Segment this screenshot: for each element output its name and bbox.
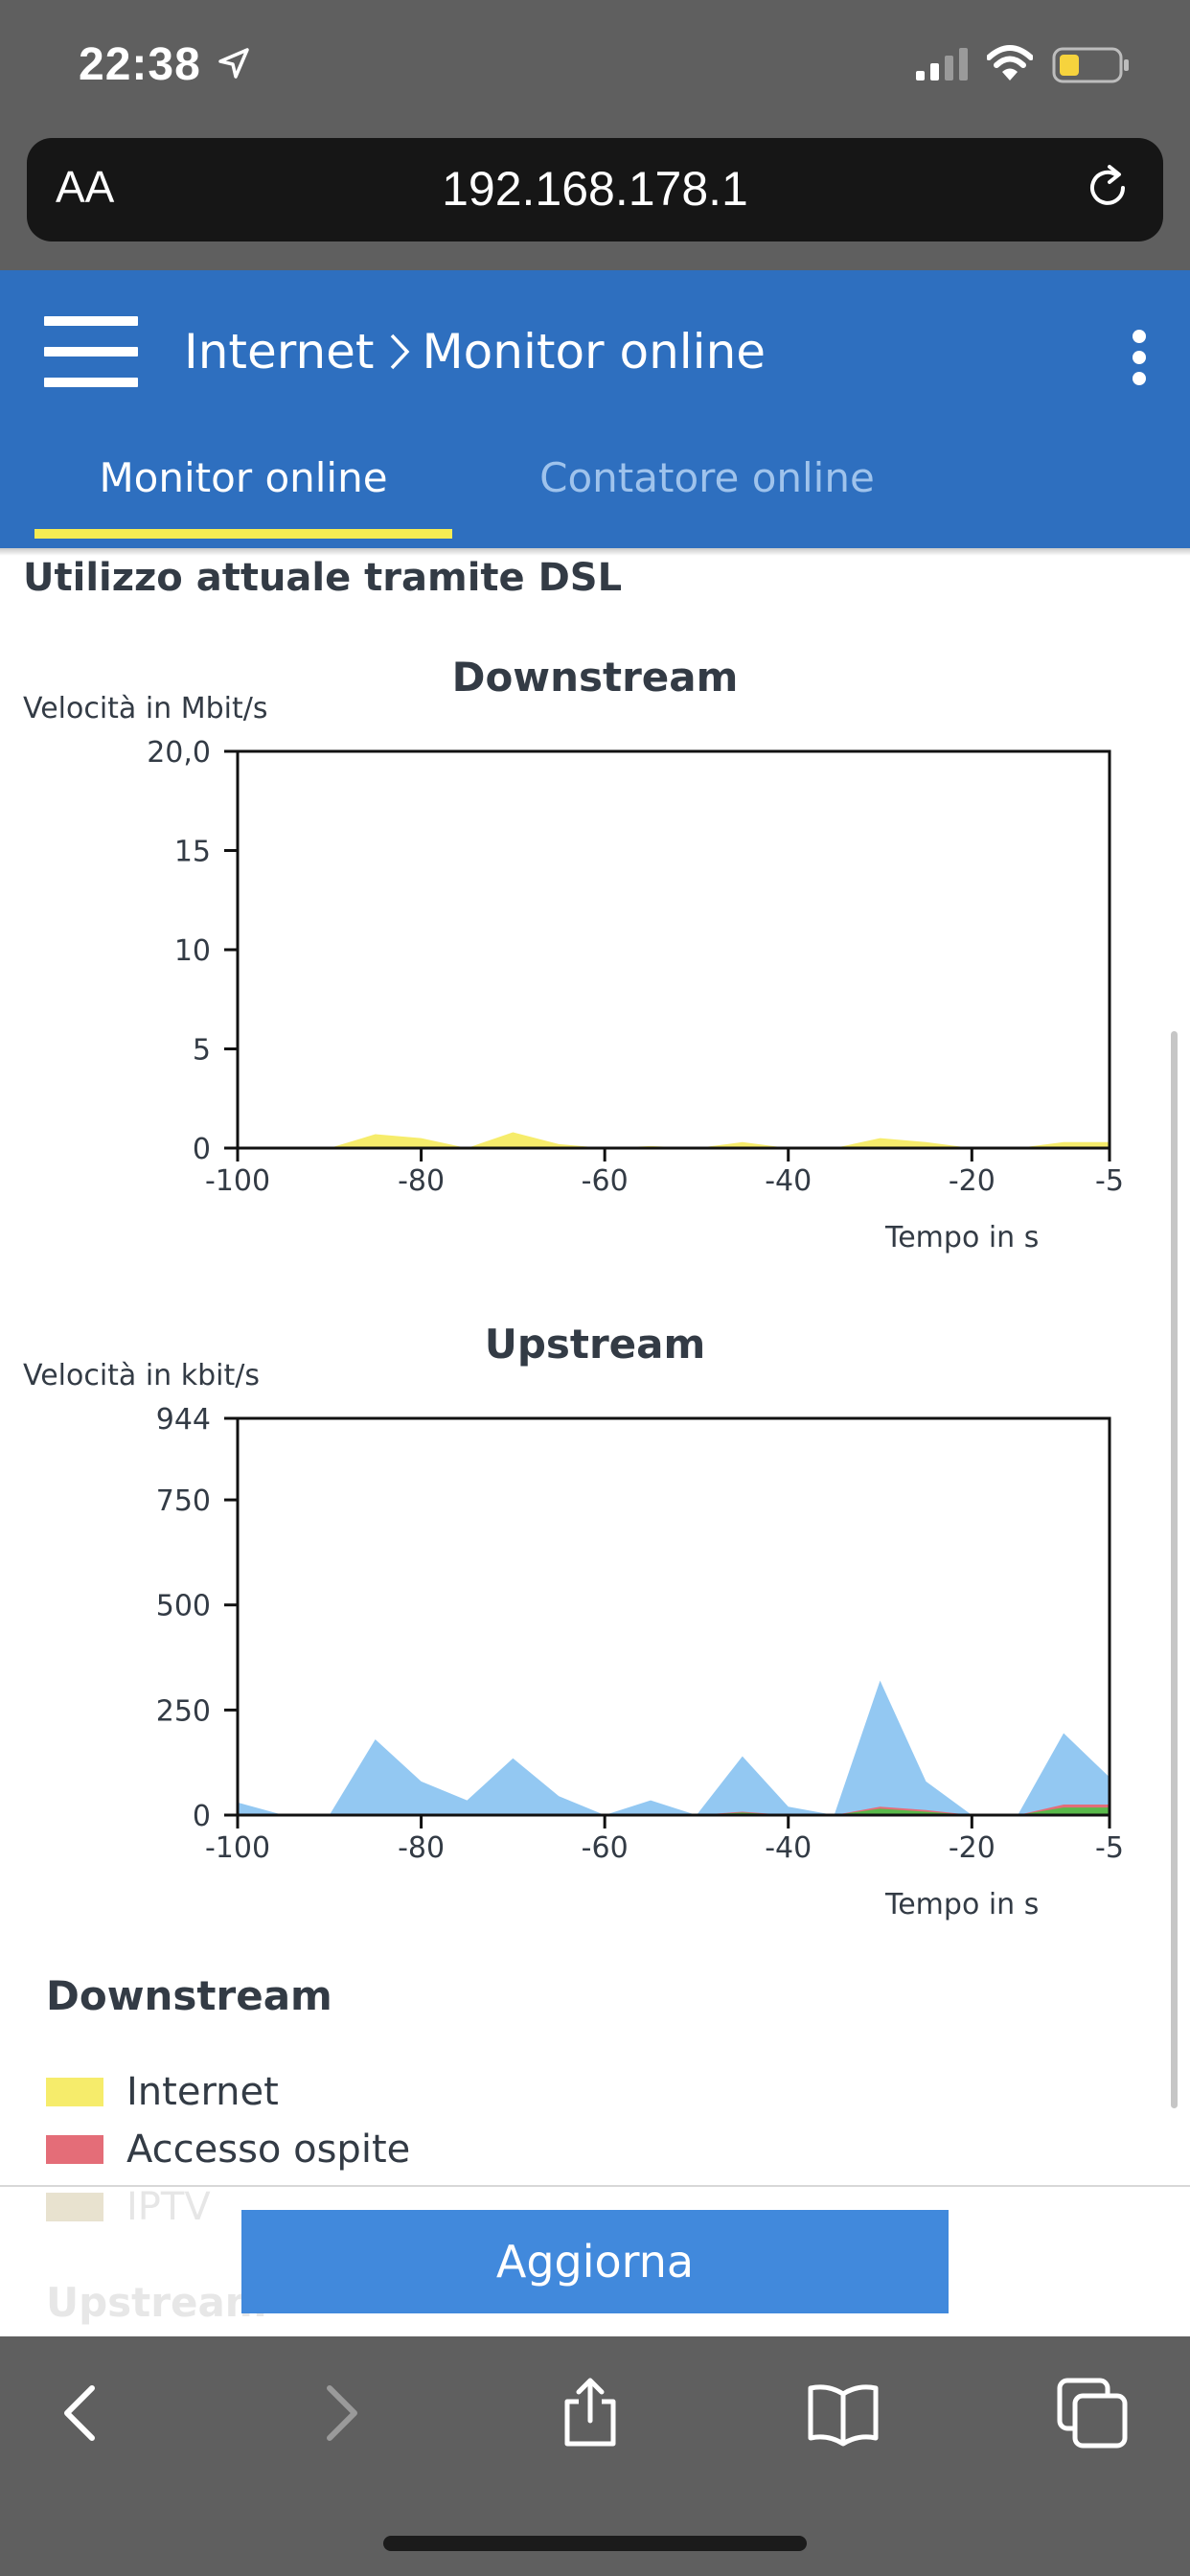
- downstream-chart-title: Downstream: [451, 654, 739, 701]
- upstream-series-0-area: [238, 1680, 1110, 1815]
- tabs-icon[interactable]: [1054, 2375, 1131, 2451]
- tab-monitor-online[interactable]: Monitor online: [34, 443, 452, 539]
- upstream-y-tick-label: 0: [193, 1800, 211, 1833]
- wifi-icon: [987, 45, 1033, 80]
- upstream-x-tick-label: -80: [398, 1831, 445, 1865]
- active-tab-indicator: [34, 529, 452, 539]
- share-icon[interactable]: [552, 2375, 629, 2451]
- refresh-button[interactable]: Aggiorna: [241, 2210, 949, 2313]
- downstream-y-tick-label: 20,0: [147, 736, 211, 770]
- more-options-icon[interactable]: [1133, 330, 1148, 385]
- downstream-plot-frame: [236, 749, 1111, 1150]
- upstream-x-tick-label: -20: [949, 1831, 995, 1865]
- downstream-x-tick-label: -20: [949, 1164, 995, 1198]
- location-arrow-icon: [218, 48, 249, 79]
- upstream-x-tick-label: -60: [582, 1831, 629, 1865]
- browser-chrome: 22:38 AA 192.168.178.1: [0, 0, 1190, 270]
- downstream-y-axis-label: Velocità in Mbit/s: [23, 692, 268, 725]
- downstream-y-tick-label: 0: [193, 1133, 211, 1166]
- upstream-y-tick-label: 750: [156, 1484, 211, 1518]
- legend-item-guest-access: Accesso ospite: [46, 2126, 410, 2174]
- downstream-y-tick-label: 15: [174, 836, 211, 869]
- chevron-right-icon: [390, 334, 409, 370]
- address-bar[interactable]: AA 192.168.178.1: [27, 138, 1163, 242]
- status-time: 22:38: [79, 39, 201, 90]
- divider: [0, 2185, 1190, 2187]
- legend-upstream-title: Upstream: [46, 2279, 267, 2326]
- upstream-x-tick-label: -40: [765, 1831, 812, 1865]
- upstream-y-axis-label: Velocità in kbit/s: [23, 1359, 260, 1392]
- home-indicator: [383, 2536, 807, 2551]
- section-title: Utilizzo attuale tramite DSL: [23, 556, 623, 600]
- page-scrollbar[interactable]: [1171, 1031, 1178, 2108]
- breadcrumb: Internet Monitor online: [184, 324, 766, 380]
- legend-swatch: [46, 2135, 103, 2164]
- downstream-x-tick-label: -40: [765, 1164, 812, 1198]
- app-header: Internet Monitor online Monitor online C…: [0, 270, 1190, 548]
- tab-online-counter[interactable]: Contatore online: [539, 454, 875, 501]
- back-icon[interactable]: [44, 2375, 121, 2451]
- header-shadow: [0, 548, 1190, 556]
- legend-downstream-title: Downstream: [46, 1972, 332, 2019]
- breadcrumb-internet[interactable]: Internet: [184, 324, 375, 380]
- breadcrumb-monitor-online: Monitor online: [422, 324, 767, 380]
- upstream-plot-frame: [236, 1416, 1111, 1817]
- downstream-x-tick-label: -5: [1095, 1164, 1124, 1198]
- downstream-x-tick-label: -100: [205, 1164, 270, 1198]
- legend-swatch: [46, 2078, 103, 2106]
- downstream-chart: 0 5 10 15 20,0 -100 -80 -60 -40 -20 -5: [147, 736, 1124, 1198]
- battery-icon: [1052, 47, 1129, 83]
- downstream-y-tick-label: 10: [174, 934, 211, 968]
- legend-swatch: [46, 2193, 103, 2221]
- forward-icon[interactable]: [301, 2375, 378, 2451]
- downstream-x-tick-label: -60: [582, 1164, 629, 1198]
- upstream-x-tick-label: -100: [205, 1831, 270, 1865]
- url-text[interactable]: 192.168.178.1: [442, 162, 748, 216]
- upstream-x-axis-label: Tempo in s: [885, 1888, 1040, 1921]
- legend-item-internet: Internet: [46, 2068, 279, 2116]
- upstream-x-tick-label: -5: [1095, 1831, 1124, 1865]
- upstream-chart-title: Upstream: [484, 1321, 706, 1368]
- cellular-signal-icon: [916, 48, 968, 80]
- hamburger-menu-icon[interactable]: [44, 316, 138, 389]
- downstream-series-0-area: [238, 1132, 1110, 1148]
- bookmarks-icon[interactable]: [805, 2375, 881, 2451]
- upstream-y-tick-label: 250: [156, 1694, 211, 1728]
- upstream-y-tick-label: 944: [156, 1403, 211, 1437]
- upstream-chart: 0 250 500 750 944 -100 -80 -60 -40 -20 -5: [156, 1403, 1124, 1865]
- legend-item-iptv: IPTV: [46, 2183, 211, 2231]
- reload-icon[interactable]: [1081, 161, 1134, 215]
- downstream-x-tick-label: -80: [398, 1164, 445, 1198]
- downstream-y-tick-label: 5: [193, 1034, 211, 1068]
- upstream-series-2-area: [238, 1807, 1110, 1815]
- text-size-button[interactable]: AA: [56, 162, 115, 212]
- upstream-y-tick-label: 500: [156, 1590, 211, 1623]
- downstream-x-axis-label: Tempo in s: [885, 1221, 1040, 1254]
